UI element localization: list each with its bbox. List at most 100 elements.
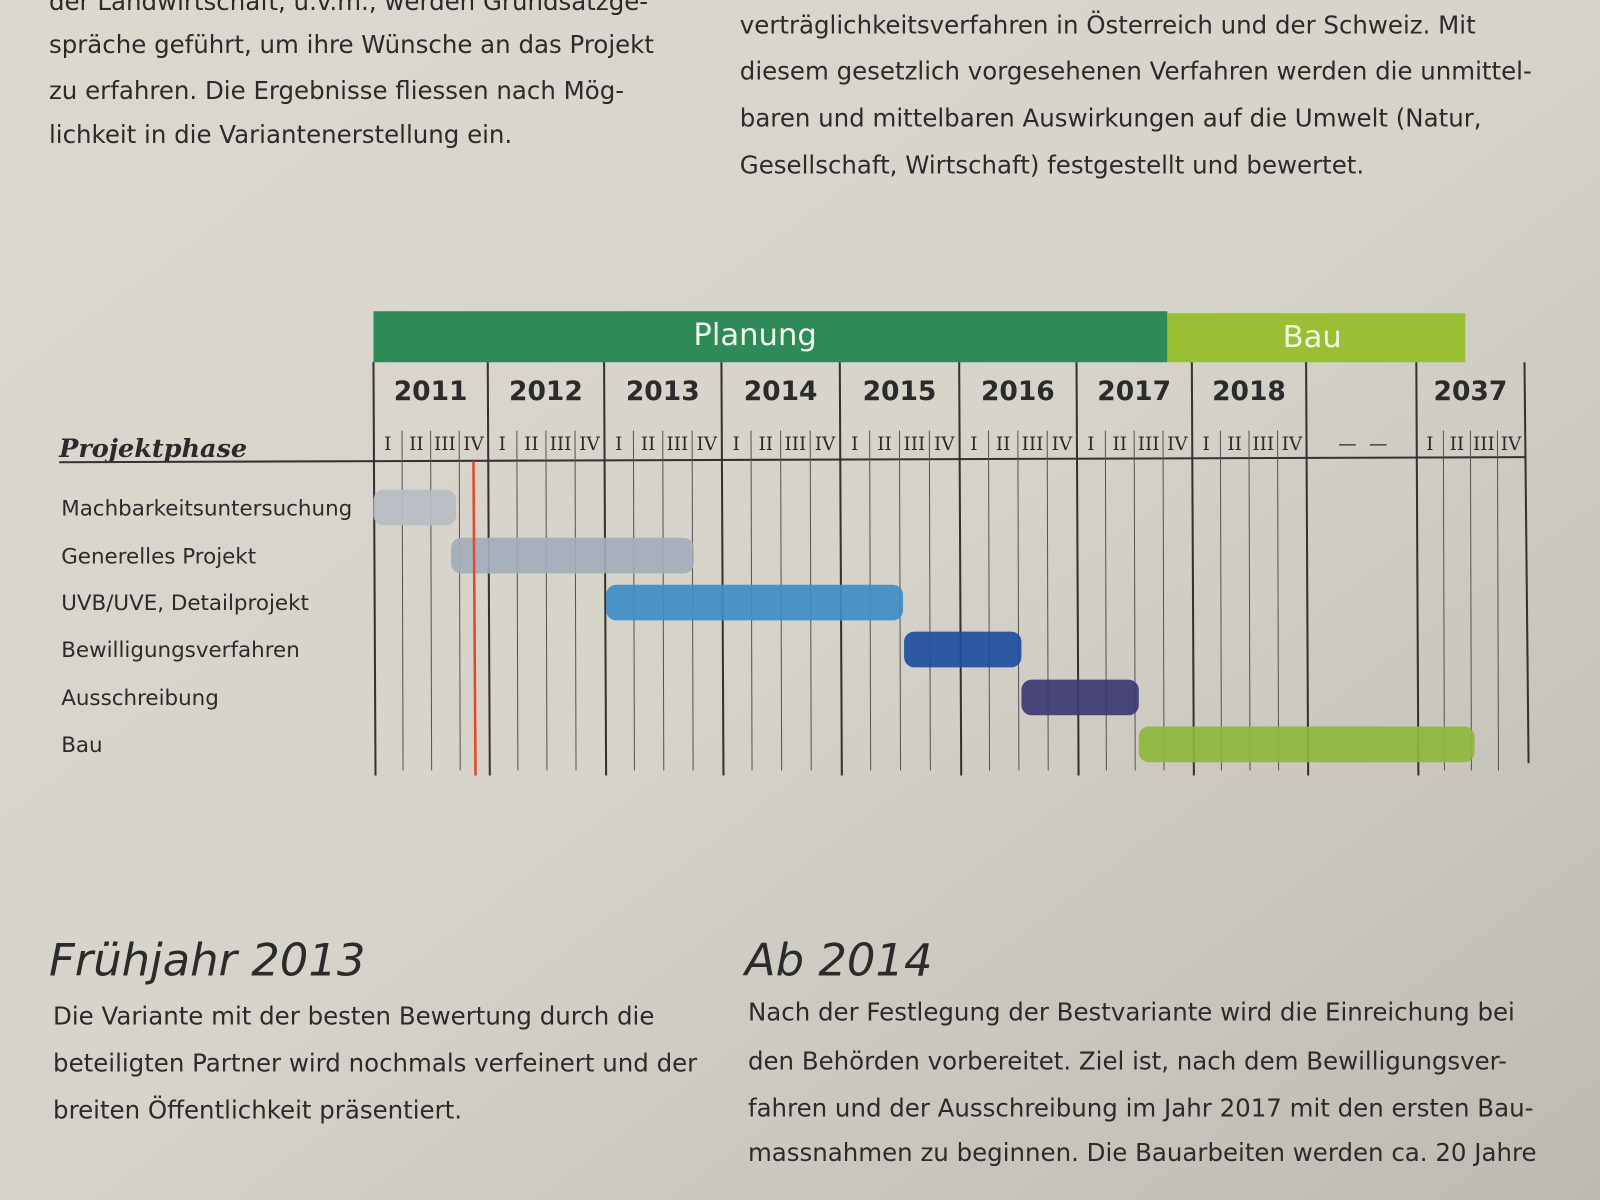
quarter-label: III <box>1022 434 1044 455</box>
quarter-label: III <box>667 434 689 455</box>
quarter-line <box>1277 430 1280 771</box>
quarter-line <box>545 430 548 771</box>
today-marker <box>472 461 477 776</box>
build-header-bar <box>1167 313 1466 363</box>
quarter-line <box>928 430 931 771</box>
quarter-line <box>401 430 404 771</box>
quarter-label: IV <box>463 434 484 455</box>
phase-label: Ausschreibung <box>61 686 219 711</box>
quarter-line <box>1469 430 1472 771</box>
header-rule <box>59 456 1525 464</box>
paragraph-line: spräche geführt, um ihre Wünsche an das … <box>49 30 654 59</box>
year-divider <box>1190 362 1195 776</box>
quarter-label: IV <box>579 434 600 455</box>
planning-header: Planung <box>693 318 816 353</box>
quarter-label: II <box>524 434 539 455</box>
quarter-label: I <box>851 434 858 455</box>
quarter-label: I <box>384 434 391 455</box>
phase-bar <box>1138 726 1475 763</box>
quarter-label: I <box>733 434 740 455</box>
paragraph-line: lichkeit in die Variantenerstellung ein. <box>49 120 512 149</box>
quarter-label: I <box>1426 434 1433 455</box>
year-label: 2014 <box>744 376 818 407</box>
planning-header-bar <box>373 311 1168 363</box>
quarter-line <box>1219 430 1222 771</box>
quarter-label: I <box>1202 434 1209 455</box>
quarter-line <box>574 430 577 771</box>
quarter-label: IV <box>1052 434 1073 455</box>
quarter-label: II <box>1450 434 1465 455</box>
quarter-label: III <box>1252 434 1274 455</box>
year-divider <box>720 362 725 776</box>
paragraph-line: zu erfahren. Die Ergebnisse fliessen nac… <box>49 76 624 105</box>
phase-label: Machbarkeitsuntersuchung <box>61 496 352 521</box>
paragraph-line: beteiligten Partner wird nochmals verfei… <box>53 1048 698 1077</box>
row-label-header: Projektphase <box>58 434 247 464</box>
paragraph-line: fahren und der Ausschreibung im Jahr 201… <box>748 1093 1533 1122</box>
quarter-line <box>458 430 461 771</box>
year-label: 2017 <box>1097 376 1171 407</box>
quarter-label: II <box>1227 434 1242 455</box>
build-header: Bau <box>1283 320 1342 355</box>
year-divider <box>838 362 843 776</box>
quarter-label: III <box>434 434 456 455</box>
quarter-line <box>1442 430 1445 771</box>
year-label: 2018 <box>1212 376 1286 407</box>
year-divider <box>958 362 963 776</box>
section-heading: Ab 2014 <box>742 934 933 987</box>
quarter-label: IV <box>1167 434 1188 455</box>
quarter-label: II <box>1113 434 1128 455</box>
quarter-label: I <box>1087 434 1094 455</box>
phase-bar <box>606 584 904 621</box>
phase-bar <box>904 631 1022 668</box>
quarter-line <box>1133 430 1136 771</box>
paragraph-line: massnahmen zu beginnen. Die Bauarbeiten … <box>748 1138 1537 1167</box>
section-heading: Frühjahr 2013 <box>49 934 365 987</box>
quarter-label: III <box>1473 434 1495 455</box>
year-label: 2013 <box>626 376 700 407</box>
phase-label: Bau <box>61 733 102 758</box>
quarter-label: I <box>970 434 977 455</box>
phase-bar <box>1021 679 1139 716</box>
paragraph-line: diesem gesetzlich vorgesehenen Verfahren… <box>740 57 1532 86</box>
quarter-label: II <box>641 434 656 455</box>
quarter-line <box>430 430 433 771</box>
year-label: 2016 <box>981 376 1055 407</box>
quarter-label: III <box>904 434 926 455</box>
phase-bar <box>451 537 694 574</box>
quarter-label: IV <box>1501 434 1522 455</box>
quarter-label: IV <box>815 434 836 455</box>
quarter-label: II <box>409 434 424 455</box>
quarter-label: I <box>499 434 506 455</box>
year-label: 2011 <box>394 376 468 407</box>
quarter-line <box>1496 430 1499 771</box>
quarter-label: — <box>1369 434 1387 455</box>
quarter-label: IV <box>934 434 955 455</box>
phase-label: UVB/UVE, Detailprojekt <box>61 591 309 616</box>
paragraph-line: baren und mittelbaren Auswirkungen auf d… <box>740 104 1482 133</box>
year-label: 2012 <box>509 376 583 407</box>
quarter-line <box>1017 430 1020 771</box>
quarter-line <box>516 430 519 771</box>
quarter-label: II <box>759 434 774 455</box>
paragraph-line: der Landwirtschaft, u.v.m., werden Grund… <box>49 0 648 16</box>
phase-label: Generelles Projekt <box>61 544 256 569</box>
year-label: 2015 <box>863 376 937 407</box>
quarter-label: IV <box>1282 434 1303 455</box>
paragraph-line: Nach der Festlegung der Bestvariante wir… <box>748 997 1515 1026</box>
paragraph-line: breiten Öffentlichkeit präsentiert. <box>53 1095 462 1124</box>
quarter-label: — <box>1338 434 1356 455</box>
phase-label: Bewilligungsverfahren <box>61 638 300 663</box>
paragraph-line: Gesellschaft, Wirtschaft) festgestellt u… <box>740 150 1364 179</box>
paragraph-line: Die Variante mit der besten Bewertung du… <box>53 1001 654 1030</box>
quarter-label: III <box>1138 434 1160 455</box>
paragraph-line: den Behörden vorbereitet. Ziel ist, nach… <box>748 1046 1507 1075</box>
year-divider <box>1523 362 1530 764</box>
quarter-label: III <box>785 434 807 455</box>
year-divider <box>1305 362 1310 776</box>
quarter-label: III <box>550 434 572 455</box>
phase-bar <box>373 489 457 526</box>
year-divider <box>1415 362 1420 776</box>
year-divider <box>372 362 377 776</box>
year-label: 2037 <box>1434 376 1508 407</box>
